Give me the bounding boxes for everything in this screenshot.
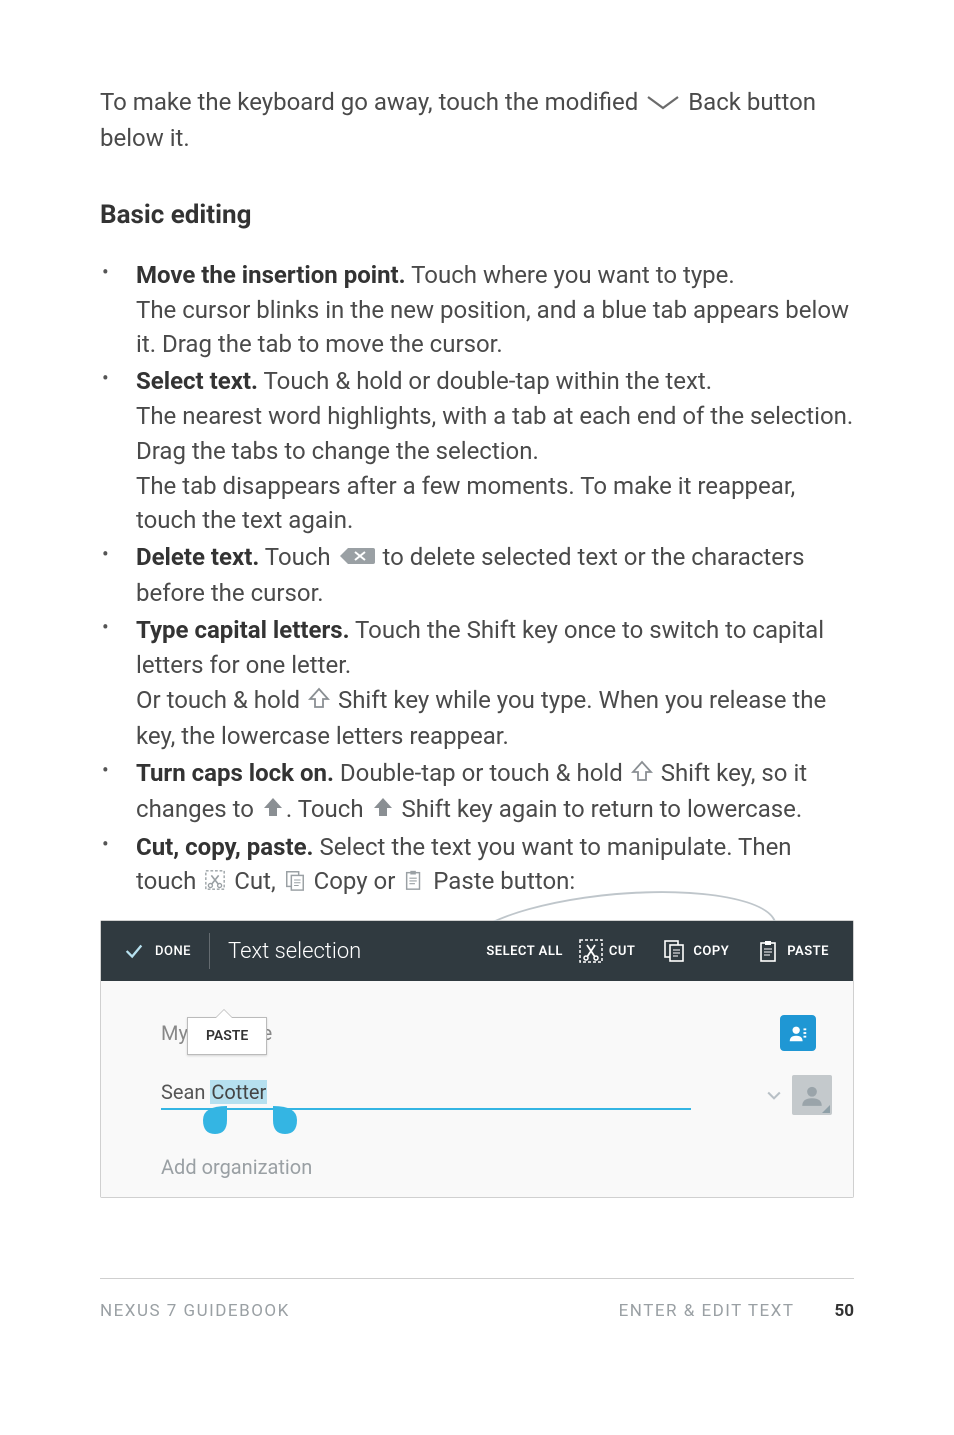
selection-handle-left-icon[interactable] — [203, 1106, 227, 1134]
done-button[interactable]: DONE — [101, 940, 209, 962]
section-heading: Basic editing — [100, 200, 854, 230]
backspace-icon — [339, 541, 375, 576]
bullet-text: Shift key again to return to lowercase. — [401, 795, 802, 823]
paste-label: PASTE — [787, 944, 829, 959]
copy-icon — [663, 939, 687, 963]
bullet-title: Turn caps lock on. — [136, 759, 334, 787]
chevron-down-icon[interactable] — [764, 1085, 784, 1105]
cut-icon — [579, 939, 603, 963]
action-bar-title: Text selection — [210, 939, 486, 964]
paste-icon — [757, 939, 781, 963]
shift-outline-icon — [308, 684, 330, 719]
shift-filled-icon — [262, 793, 284, 828]
selection-handle-right-icon[interactable] — [273, 1106, 297, 1134]
shift-filled-icon — [372, 793, 394, 828]
contact-edit-body: My l--- l ---file PASTE Sean Cotter — [101, 981, 853, 1197]
bullet-text: Cut, — [228, 867, 281, 895]
check-icon — [123, 940, 145, 962]
bullet-text: Touch & hold or double-tap within the te… — [258, 367, 712, 395]
contact-card-icon[interactable] — [780, 1015, 816, 1051]
avatar-placeholder-icon[interactable] — [792, 1075, 832, 1115]
bullet-title: Type capital letters. — [136, 616, 350, 644]
bullet-list: Move the insertion point. Touch where yo… — [100, 258, 854, 901]
bullet-title: Move the insertion point. — [136, 261, 406, 289]
intro-text-1: To make the keyboard go away, touch the … — [100, 88, 644, 116]
name-field[interactable]: Sean Cotter — [161, 1080, 743, 1110]
list-item: Turn caps lock on. Double-tap or touch &… — [136, 756, 854, 828]
profile-field[interactable]: My l--- l ---file PASTE — [161, 1021, 743, 1045]
bullet-text: The nearest word highlights, with a tab … — [136, 402, 853, 465]
shift-outline-icon — [631, 757, 653, 792]
list-item: Move the insertion point. Touch where yo… — [136, 258, 854, 362]
bullet-text: Copy or — [308, 867, 402, 895]
footer-section: ENTER & EDIT TEXT — [619, 1301, 795, 1321]
cut-label: CUT — [609, 944, 636, 959]
add-organization-link[interactable]: Add organization — [161, 1155, 853, 1179]
cut-button[interactable]: CUT — [565, 921, 650, 981]
bullet-text: . Touch — [286, 795, 370, 823]
bullet-title: Select text. — [136, 367, 258, 395]
name-selected: Cotter — [210, 1080, 267, 1104]
list-item: Select text. Touch & hold or double-tap … — [136, 364, 854, 538]
name-unselected: Sean — [161, 1080, 210, 1104]
paste-icon — [403, 866, 425, 901]
bullet-text: Touch — [259, 543, 336, 571]
done-label: DONE — [155, 944, 191, 959]
footer-page-number: 50 — [834, 1301, 854, 1321]
bullet-text: Or touch & hold — [136, 686, 306, 714]
copy-icon — [284, 866, 306, 901]
footer-left: NEXUS 7 GUIDEBOOK — [100, 1301, 619, 1321]
bullet-text: Double-tap or touch & hold — [334, 759, 629, 787]
bullet-title: Cut, copy, paste. — [136, 833, 314, 861]
action-bar: DONE Text selection SELECT ALL CUT COPY … — [101, 921, 853, 981]
cut-icon — [204, 866, 226, 901]
list-item: Type capital letters. Touch the Shift ke… — [136, 613, 854, 753]
paste-popup[interactable]: PASTE — [187, 1017, 267, 1055]
bullet-text: Paste button: — [427, 867, 575, 895]
intro-paragraph: To make the keyboard go away, touch the … — [100, 85, 854, 156]
select-all-button[interactable]: SELECT ALL — [486, 944, 565, 959]
bullet-text: Touch where you want to type. — [406, 261, 735, 289]
page-footer: NEXUS 7 GUIDEBOOK ENTER & EDIT TEXT 50 — [100, 1278, 854, 1321]
list-item: Cut, copy, paste. Select the text you wa… — [136, 830, 854, 901]
list-item: Delete text. Touch to delete selected te… — [136, 540, 854, 611]
bullet-text: The tab disappears after a few moments. … — [136, 472, 795, 535]
bullet-title: Delete text. — [136, 543, 259, 571]
paste-button[interactable]: PASTE — [743, 921, 843, 981]
back-down-icon — [646, 86, 680, 121]
copy-button[interactable]: COPY — [649, 921, 743, 981]
text-selection-screenshot: DONE Text selection SELECT ALL CUT COPY … — [100, 920, 854, 1198]
bullet-text: The cursor blinks in the new position, a… — [136, 296, 849, 359]
copy-label: COPY — [693, 944, 729, 959]
